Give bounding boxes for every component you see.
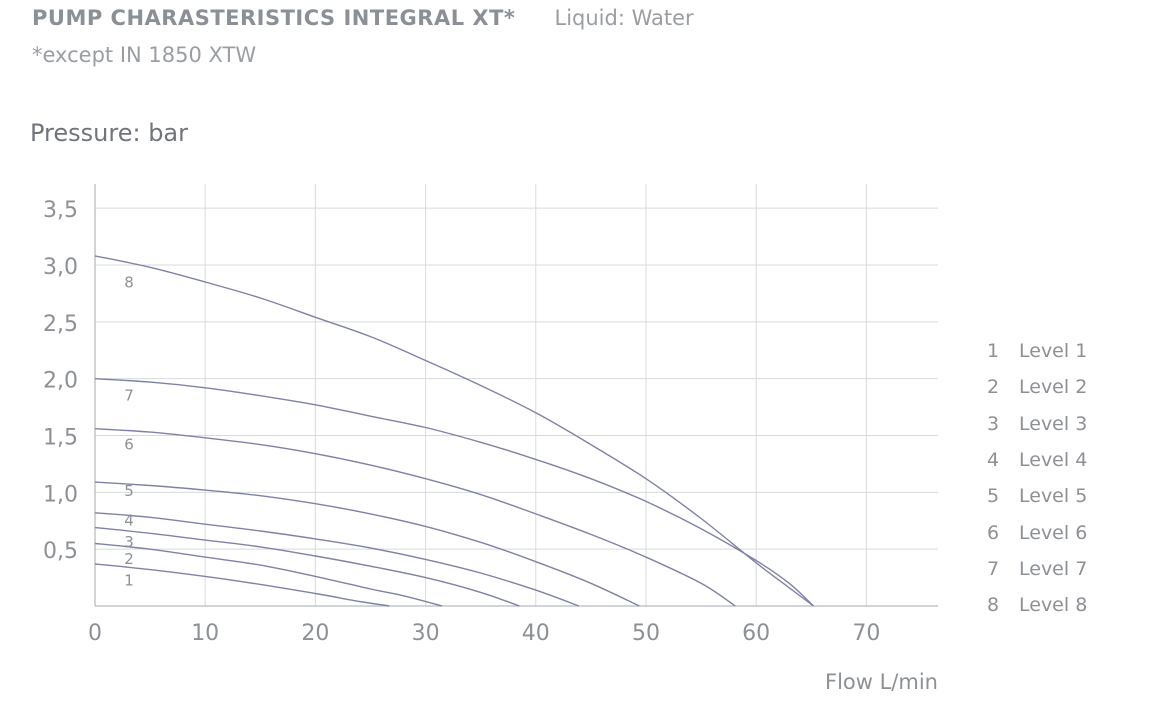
x-tick-label: 70 bbox=[852, 621, 880, 646]
legend-number: 7 bbox=[987, 557, 1000, 580]
chart-title: PUMP CHARASTERISTICS INTEGRAL XT* bbox=[32, 6, 516, 30]
x-tick-label: 50 bbox=[632, 621, 660, 646]
legend-number: 2 bbox=[987, 376, 1000, 399]
legend-number: 5 bbox=[987, 485, 1000, 508]
legend-item: 4 Level 4 bbox=[987, 442, 1087, 478]
legend-label: Level 1 bbox=[1019, 340, 1088, 363]
curve-level-8 bbox=[94, 255, 814, 607]
curve-label: 1 bbox=[124, 571, 134, 589]
x-axis-label: Flow L/min bbox=[825, 670, 938, 694]
liquid-label: Liquid: Water bbox=[554, 6, 694, 30]
curve-label: 7 bbox=[124, 387, 134, 405]
y-tick-label: 2,0 bbox=[43, 369, 78, 394]
legend-item: 1 Level 1 bbox=[987, 333, 1087, 369]
curve-level-1 bbox=[94, 563, 390, 607]
x-tick-label: 60 bbox=[742, 621, 770, 646]
curve-level-4 bbox=[94, 512, 580, 607]
curve-label: 6 bbox=[124, 436, 134, 454]
legend-item: 5 Level 5 bbox=[987, 478, 1087, 514]
y-tick-label: 1,5 bbox=[43, 426, 78, 451]
x-tick-label: 10 bbox=[191, 621, 219, 646]
legend-label: Level 4 bbox=[1019, 449, 1088, 472]
curve-label: 8 bbox=[124, 274, 134, 292]
legend-item: 7 Level 7 bbox=[987, 551, 1087, 587]
curve-level-6 bbox=[94, 428, 736, 607]
legend-number: 1 bbox=[987, 340, 1000, 363]
curve-label: 2 bbox=[124, 550, 134, 568]
curve-level-2 bbox=[94, 542, 443, 607]
legend-label: Level 7 bbox=[1019, 557, 1088, 580]
legend-label: Level 3 bbox=[1019, 412, 1088, 435]
x-tick-label: 0 bbox=[88, 621, 102, 646]
y-tick-label: 2,5 bbox=[43, 312, 78, 337]
legend: 1 Level 1 2 Level 2 3 Level 3 4 Level 4 5 Level 5… bbox=[987, 333, 1087, 623]
legend-label: Level 8 bbox=[1019, 594, 1088, 617]
curve-level-5 bbox=[94, 481, 640, 607]
legend-number: 3 bbox=[987, 412, 1000, 435]
y-axis-label: Pressure: bar bbox=[30, 119, 189, 147]
legend-number: 6 bbox=[987, 521, 1000, 544]
y-tick-label: 1,0 bbox=[43, 482, 78, 507]
legend-item: 6 Level 6 bbox=[987, 514, 1087, 550]
curve-label: 3 bbox=[124, 533, 134, 551]
footnote: *except IN 1850 XTW bbox=[32, 43, 257, 67]
y-tick-label: 3,5 bbox=[43, 198, 78, 223]
title-row: PUMP CHARASTERISTICS INTEGRAL XT* Liquid… bbox=[32, 6, 694, 30]
legend-item: 3 Level 3 bbox=[987, 406, 1087, 442]
legend-number: 8 bbox=[987, 594, 1000, 617]
y-tick-label: 0,5 bbox=[43, 539, 78, 564]
legend-item: 8 Level 8 bbox=[987, 587, 1087, 623]
curve-level-3 bbox=[94, 526, 520, 607]
y-tick-label: 3,0 bbox=[43, 255, 78, 280]
legend-number: 4 bbox=[987, 449, 1000, 472]
legend-label: Level 6 bbox=[1019, 521, 1088, 544]
legend-item: 2 Level 2 bbox=[987, 369, 1087, 405]
curve-label: 5 bbox=[124, 482, 134, 500]
legend-label: Level 2 bbox=[1019, 376, 1088, 399]
legend-label: Level 5 bbox=[1019, 485, 1088, 508]
curve-label: 4 bbox=[124, 512, 134, 530]
x-tick-label: 40 bbox=[522, 621, 550, 646]
x-tick-label: 20 bbox=[301, 621, 329, 646]
x-tick-label: 30 bbox=[412, 621, 440, 646]
